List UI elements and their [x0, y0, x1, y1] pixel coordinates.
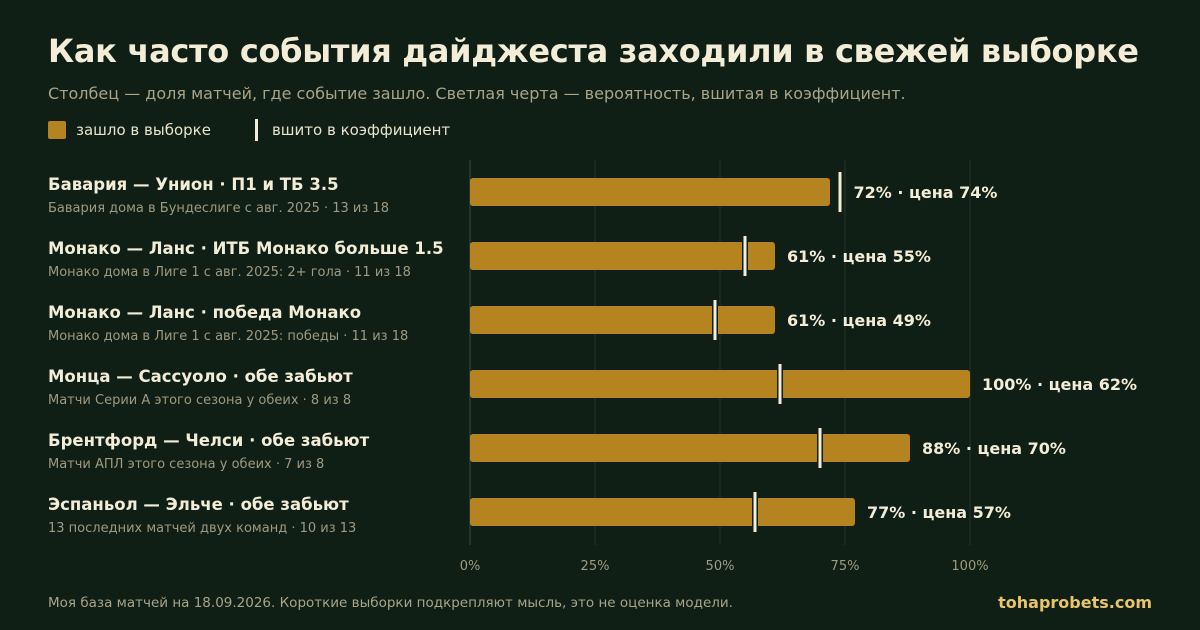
bar-value-label: 100% · цена 62%	[982, 375, 1137, 394]
row-subtitle: Матчи Серии А этого сезона у обеих · 8 и…	[48, 393, 352, 408]
row-subtitle: Монако дома в Лиге 1 с авг. 2025: 2+ гол…	[48, 265, 411, 280]
legend-item-tick: вшито в коэффициент	[211, 119, 450, 141]
row-label: Брентфорд — Челси · обе забьют Матчи АПЛ …	[48, 431, 369, 473]
bar-hit-rate	[470, 434, 910, 462]
row-title: Монца — Сассуоло · обе забьют	[48, 367, 353, 386]
row-title: Эспаньол — Эльче · обе забьют	[48, 495, 349, 514]
row-subtitle: Матчи АПЛ этого сезона у обеих · 7 из 8	[48, 457, 325, 472]
row-label: Бавария — Унион · П1 и ТБ 3.5 Бавария дом…	[48, 175, 389, 217]
row-title: Брентфорд — Челси · обе забьют	[48, 431, 370, 450]
row-title: Бавария — Унион · П1 и ТБ 3.5	[48, 175, 339, 194]
bar-value-label: 72% · цена 74%	[854, 183, 998, 202]
row-label: Монца — Сассуоло · обе забьют Матчи Серии…	[48, 367, 353, 409]
x-tick-label: 100%	[951, 559, 988, 574]
row-title: Монако — Ланс · победа Монако	[48, 303, 362, 322]
legend: зашло в выборке вшито в коэффициент	[48, 118, 450, 142]
bar-hit-rate	[470, 306, 775, 334]
row-label: Монако — Ланс · ИТБ Монако больше 1.5 Мон…	[48, 239, 444, 281]
footer-note: Моя база матчей на 18.09.2026. Короткие …	[48, 595, 733, 611]
row-label: Эспаньол — Эльче · обе забьют 13 последни…	[48, 495, 356, 537]
bar-value-label: 61% · цена 55%	[787, 247, 931, 266]
x-tick-label: 50%	[706, 559, 735, 574]
legend-bar-label: зашло в выборке	[76, 121, 211, 139]
row-subtitle: 13 последних матчей двух команд · 10 из …	[48, 521, 357, 536]
bar-hit-rate	[470, 242, 775, 270]
row-subtitle: Бавария дома в Бундеслиге с авг. 2025 · …	[48, 201, 389, 216]
x-tick-label: 25%	[581, 559, 610, 574]
chart-title: Как часто события дайджеста заходили в с…	[48, 32, 1139, 70]
row-subtitle: Монако дома в Лиге 1 с авг. 2025: победы…	[48, 329, 409, 344]
bar-value-label: 88% · цена 70%	[922, 439, 1066, 458]
legend-tick-label: вшито в коэффициент	[271, 121, 451, 139]
bar-hit-rate	[470, 370, 970, 398]
bar-value-label: 77% · цена 57%	[867, 503, 1011, 522]
x-tick-label: 0%	[460, 559, 481, 574]
bar-value-label: 61% · цена 49%	[787, 311, 931, 330]
bar-hit-rate	[470, 178, 830, 206]
legend-swatch	[48, 121, 66, 139]
row-label: Монако — Ланс · победа Монако Монако дома…	[48, 303, 408, 345]
chart-subtitle: Столбец — доля матчей, где событие зашло…	[48, 84, 906, 103]
legend-item-bar: зашло в выборке	[48, 121, 211, 139]
bar-hit-rate	[470, 498, 855, 526]
legend-tick-mark	[254, 119, 258, 141]
row-title: Монако — Ланс · ИТБ Монако больше 1.5	[48, 239, 444, 258]
brand-link[interactable]: tohaprobets.com	[998, 593, 1152, 612]
x-tick-label: 75%	[831, 559, 860, 574]
